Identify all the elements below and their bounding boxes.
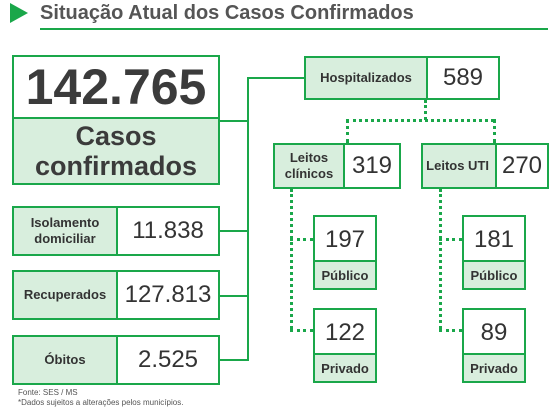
dotted-connector bbox=[493, 119, 496, 143]
dotted-connector bbox=[424, 100, 427, 120]
isolamento-label: Isolamento domiciliar bbox=[12, 206, 118, 256]
connector-to-hospitalizados bbox=[247, 77, 305, 79]
clinicos-privado-label: Privado bbox=[313, 353, 377, 383]
connector-to-isolamento bbox=[220, 230, 248, 232]
obitos-label: Óbitos bbox=[12, 335, 118, 385]
recuperados-label: Recuperados bbox=[12, 270, 118, 320]
dotted-connector bbox=[290, 189, 293, 329]
leitos-clinicos-value: 319 bbox=[343, 143, 401, 189]
hospitalizados-label: Hospitalizados bbox=[304, 56, 428, 100]
source-note: Fonte: SES / MS bbox=[18, 388, 78, 397]
connector-to-recuperados bbox=[220, 295, 248, 297]
dotted-connector bbox=[290, 329, 313, 332]
total-cases-value: 142.765 bbox=[12, 55, 220, 119]
clinicos-privado-value: 122 bbox=[313, 308, 377, 355]
title-underline bbox=[40, 28, 548, 30]
hospitalizados-value: 589 bbox=[426, 56, 500, 100]
leitos-uti-value: 270 bbox=[495, 143, 549, 189]
recuperados-value: 127.813 bbox=[116, 270, 220, 320]
play-arrow-icon bbox=[10, 3, 28, 23]
dotted-connector bbox=[439, 238, 462, 241]
uti-publico-label: Público bbox=[462, 260, 526, 290]
page-title: Situação Atual dos Casos Confirmados bbox=[40, 2, 414, 24]
clinicos-publico-value: 197 bbox=[313, 215, 377, 262]
leitos-clinicos-label: Leitos clínicos bbox=[273, 143, 345, 189]
uti-privado-value: 89 bbox=[462, 308, 526, 355]
dotted-connector bbox=[439, 329, 462, 332]
isolamento-value: 11.838 bbox=[116, 206, 220, 256]
uti-privado-label: Privado bbox=[462, 353, 526, 383]
uti-publico-value: 181 bbox=[462, 215, 526, 262]
dotted-connector bbox=[346, 119, 349, 143]
dotted-connector bbox=[346, 119, 494, 122]
connector-trunk bbox=[247, 77, 249, 361]
leitos-uti-label: Leitos UTI bbox=[421, 143, 497, 189]
clinicos-publico-label: Público bbox=[313, 260, 377, 290]
total-cases-label: Casos confirmados bbox=[12, 117, 220, 185]
dotted-connector bbox=[439, 189, 442, 329]
dotted-connector bbox=[290, 238, 313, 241]
connector-to-total bbox=[220, 120, 248, 122]
footnote: *Dados sujeitos a alterações pelos munic… bbox=[18, 398, 184, 407]
obitos-value: 2.525 bbox=[116, 335, 220, 385]
connector-to-obitos bbox=[220, 359, 248, 361]
